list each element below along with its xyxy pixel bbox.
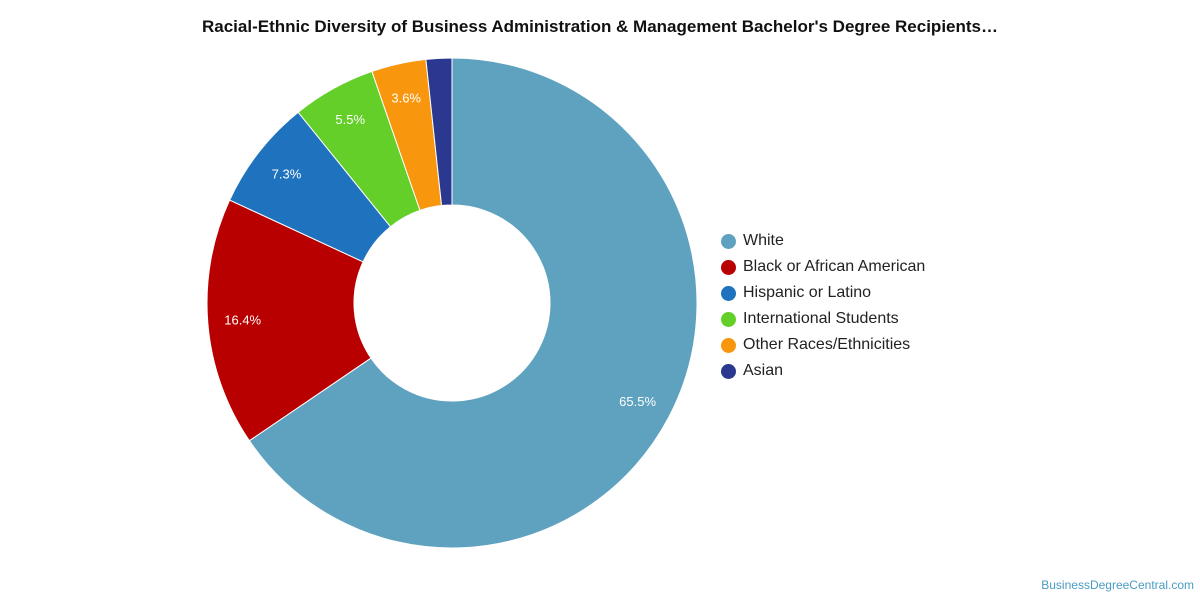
legend-item-asian[interactable]: Asian <box>721 358 925 384</box>
slice-white <box>248 57 698 549</box>
legend-swatch-icon <box>721 233 736 249</box>
slice-label-black-or-african-american: 16.4% <box>224 313 261 328</box>
watermark: BusinessDegreeCentral.com <box>1041 578 1194 592</box>
legend-item-other-races-ethnicities[interactable]: Other Races/Ethnicities <box>721 332 925 358</box>
legend-label: Hispanic or Latino <box>743 284 872 301</box>
legend-item-hispanic-or-latino[interactable]: Hispanic or Latino <box>721 280 925 306</box>
legend-label: Asian <box>743 362 784 379</box>
slice-labels-group: 65.5% 16.4% 7.3% 5.5% 3.6% <box>224 91 656 409</box>
slice-label-other-races-ethnicities: 3.6% <box>391 91 421 106</box>
slice-label-white: 65.5% <box>619 394 656 409</box>
slice-label-hispanic-or-latino: 7.3% <box>272 166 302 181</box>
legend-label: International Students <box>743 310 899 327</box>
slice-label-international-students: 5.5% <box>335 112 365 127</box>
legend-label: White <box>743 232 784 249</box>
legend-swatch-icon <box>721 285 736 301</box>
legend-item-international-students[interactable]: International Students <box>721 306 925 332</box>
chart-title: Racial-Ethnic Diversity of Business Admi… <box>201 17 998 36</box>
legend-swatch-icon <box>721 259 736 275</box>
legend: White Black or African American Hispanic o… <box>721 228 925 384</box>
legend-swatch-icon <box>721 337 736 353</box>
slice-black-or-african-american <box>206 199 372 442</box>
legend-swatch-icon <box>721 363 736 379</box>
slice-asian <box>425 57 453 207</box>
legend-swatch-icon <box>721 311 736 327</box>
legend-label: Other Races/Ethnicities <box>743 336 911 353</box>
legend-item-white[interactable]: White <box>721 228 925 254</box>
legend-label: Black or African American <box>743 258 926 275</box>
legend-item-black-or-african-american[interactable]: Black or African American <box>721 254 925 280</box>
slices-group <box>206 57 698 549</box>
